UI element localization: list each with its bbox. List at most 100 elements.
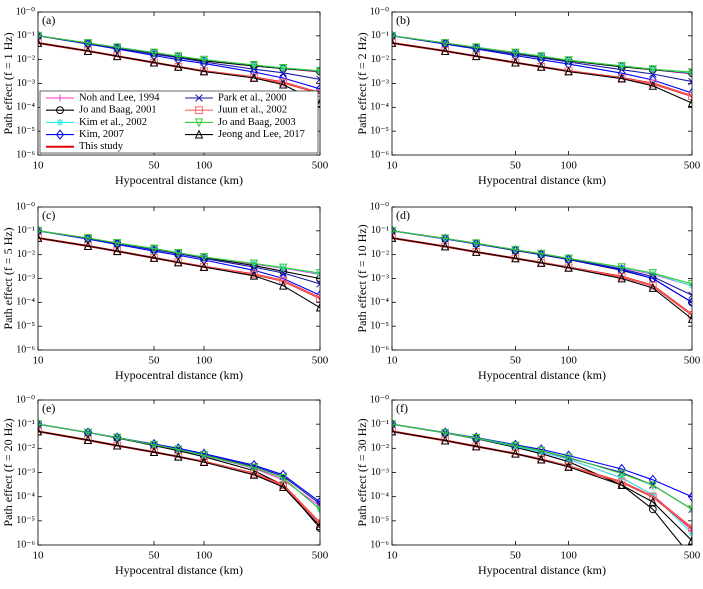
- legend-marker: [55, 129, 65, 140]
- series-line: [38, 423, 320, 503]
- x-tick-label: 100: [196, 160, 213, 172]
- x-tick-label: 100: [196, 550, 213, 562]
- x-tick-label: 50: [510, 550, 522, 562]
- y-tick-label: 10⁻⁰: [370, 201, 389, 212]
- data-point: [113, 440, 122, 450]
- y-axis-label: Path effect (f = 5 Hz): [1, 227, 15, 329]
- plot-area: [392, 30, 692, 108]
- data-point: [315, 289, 320, 301]
- data-point: [83, 234, 93, 244]
- legend-marker: [194, 129, 204, 139]
- series-line: [38, 423, 320, 510]
- data-point: [537, 61, 546, 71]
- y-tick-label: 10⁻⁵: [370, 320, 389, 331]
- data-point: [278, 64, 288, 74]
- panel: 10⁻⁶ 10⁻⁵ 10⁻⁴ 10⁻³ 10⁻² 10⁻¹ 10⁻⁰ 10 50 100 500 Hy…: [1, 6, 329, 186]
- data-point: [564, 254, 573, 264]
- data-point: [83, 428, 93, 438]
- data-point: [279, 276, 288, 285]
- series-line: [38, 430, 320, 527]
- series-line: [38, 423, 320, 505]
- series-line: [38, 42, 320, 104]
- data-point: [472, 246, 481, 256]
- y-axis-label: Path effect (f = 30 Hz): [355, 418, 369, 526]
- panel-label: (e): [42, 401, 55, 415]
- data-point: [149, 48, 159, 58]
- data-point: [249, 270, 259, 280]
- data-point: [38, 232, 43, 242]
- data-point: [279, 78, 288, 87]
- data-point: [38, 227, 42, 235]
- panel-label: (b): [396, 13, 410, 27]
- data-point: [113, 51, 122, 61]
- data-point: [564, 262, 573, 272]
- data-point: [199, 253, 209, 263]
- series-line: [38, 237, 320, 300]
- plot-frame: [391, 11, 693, 156]
- y-tick-label: 10⁻⁵: [16, 515, 35, 526]
- y-tick-label: 10⁻⁵: [370, 515, 389, 526]
- data-point: [440, 435, 450, 445]
- data-point: [688, 527, 692, 534]
- series-line: [38, 237, 320, 299]
- x-tick-label: 100: [196, 355, 213, 367]
- data-point: [316, 294, 320, 303]
- y-tick-label: 10⁻²: [17, 249, 35, 260]
- series-line: [38, 423, 320, 507]
- x-tick-label: 50: [149, 160, 161, 172]
- y-tick-label: 10⁻³: [371, 467, 389, 478]
- data-point: [174, 61, 183, 71]
- data-point: [278, 280, 288, 290]
- series-line: [392, 423, 692, 510]
- series-line: [392, 35, 692, 73]
- panel: 10⁻⁶ 10⁻⁵ 10⁻⁴ 10⁻³ 10⁻² 10⁻¹ 10⁻⁰ 10 50 100 500 Hy…: [355, 394, 701, 576]
- x-tick-label: 50: [149, 550, 161, 562]
- x-tick-label: 50: [149, 355, 161, 367]
- data-point: [648, 496, 658, 506]
- data-point: [687, 98, 692, 108]
- series-line: [392, 423, 692, 534]
- x-axis-label: Hypocentral distance (km): [478, 563, 606, 577]
- data-point: [392, 31, 397, 41]
- data-point: [200, 450, 208, 459]
- y-tick-label: 10⁻¹: [17, 418, 35, 429]
- series-line: [38, 423, 320, 510]
- y-axis-label: Path effect (f = 20 Hz): [1, 418, 15, 526]
- legend-marker: [194, 118, 204, 128]
- x-tick-label: 100: [560, 550, 577, 562]
- data-point: [113, 43, 122, 53]
- y-tick-label: 10⁻⁶: [370, 539, 389, 550]
- data-point: [472, 441, 481, 451]
- legend-label: Park et al., 2000: [218, 92, 287, 103]
- x-tick-label: 500: [684, 550, 701, 562]
- x-tick-label: 100: [560, 355, 577, 367]
- y-axis-label: Path effect (f = 1 Hz): [1, 32, 15, 134]
- data-point: [537, 257, 546, 267]
- data-point: [440, 45, 450, 55]
- panel: 10⁻⁶ 10⁻⁵ 10⁻⁴ 10⁻³ 10⁻² 10⁻¹ 10⁻⁰ 10 50 100 500 Hy…: [355, 6, 701, 186]
- data-point: [537, 446, 546, 456]
- data-point: [316, 270, 320, 278]
- y-tick-label: 10⁻⁵: [370, 125, 389, 136]
- x-tick-label: 10: [33, 550, 45, 562]
- data-point: [174, 445, 183, 455]
- y-tick-label: 10⁻¹: [371, 30, 389, 41]
- data-point: [249, 469, 259, 479]
- panel: 10⁻⁶ 10⁻⁵ 10⁻⁴ 10⁻³ 10⁻² 10⁻¹ 10⁻⁰ 10 50 100 500 Hy…: [1, 394, 329, 576]
- y-tick-label: 10⁻²: [371, 54, 389, 65]
- panel: 10⁻⁶ 10⁻⁵ 10⁻⁴ 10⁻³ 10⁻² 10⁻¹ 10⁻⁰ 10 50 100 500 Hy…: [355, 201, 701, 381]
- y-tick-label: 10⁻²: [371, 443, 389, 454]
- data-point: [440, 234, 450, 244]
- data-point: [511, 441, 520, 451]
- plot-area: [392, 225, 692, 323]
- y-tick-label: 10⁻⁰: [16, 6, 35, 17]
- x-axis-label: Hypocentral distance (km): [115, 368, 243, 382]
- y-tick-label: 10⁻¹: [371, 418, 389, 429]
- data-point: [113, 246, 122, 256]
- data-point: [648, 481, 658, 491]
- data-point: [687, 535, 692, 545]
- data-point: [38, 420, 43, 430]
- data-point: [511, 253, 520, 263]
- data-point: [199, 262, 209, 272]
- data-point: [392, 37, 397, 47]
